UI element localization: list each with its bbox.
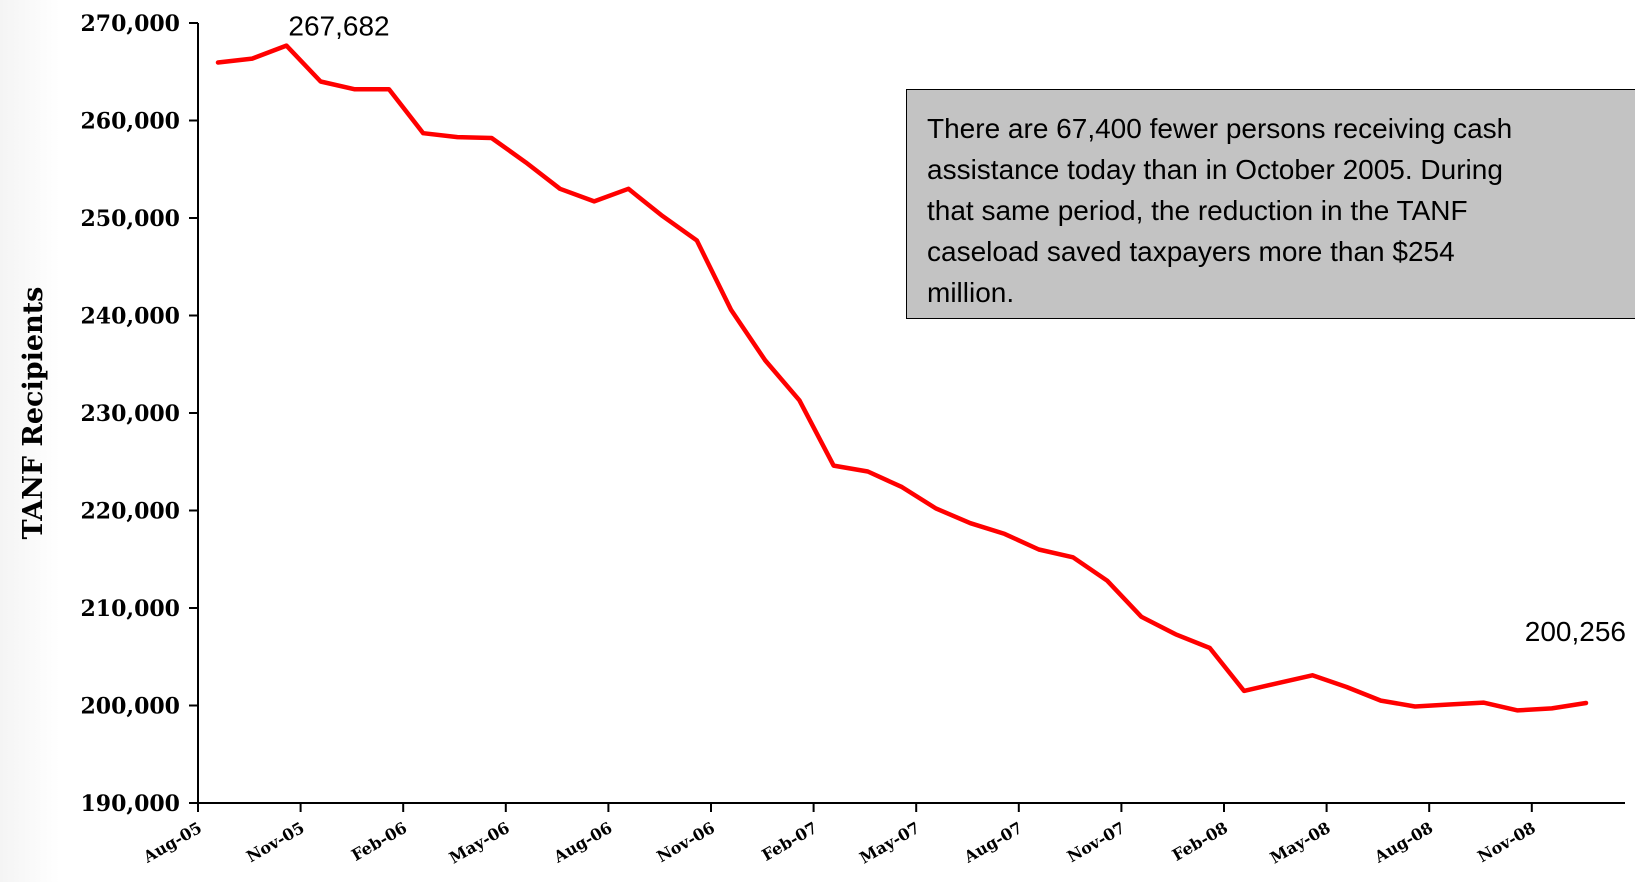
x-tick-label: Feb-07 <box>758 818 820 865</box>
x-tick-label: Aug-05 <box>139 818 205 867</box>
y-tick-label: 260,000 <box>80 109 180 135</box>
x-tick-label: Aug-08 <box>1370 818 1436 867</box>
x-tick-label: Aug-07 <box>960 818 1026 867</box>
x-tick-label: Nov-07 <box>1064 818 1128 866</box>
data-label: 267,682 <box>288 11 389 42</box>
y-tick-label: 190,000 <box>80 791 180 817</box>
x-tick-label: May-06 <box>446 818 513 868</box>
x-tick-label: Aug-06 <box>549 818 615 867</box>
y-tick-label: 210,000 <box>80 596 180 622</box>
data-label: 200,256 <box>1525 616 1626 647</box>
y-axis-title: TANF Recipients <box>18 287 49 540</box>
annotation-box: There are 67,400 fewer persons receiving… <box>906 89 1635 319</box>
x-tick-label: May-07 <box>856 818 923 868</box>
y-tick-label: 240,000 <box>80 304 180 330</box>
x-tick-label: May-08 <box>1267 818 1334 868</box>
y-tick-label: 230,000 <box>80 401 180 427</box>
x-tick-label: Feb-06 <box>348 818 410 865</box>
annotation-line-4: caseload saved taxpayers more than $254 <box>927 236 1455 267</box>
annotation-line-5: million. <box>927 277 1015 308</box>
annotation-line-2: assistance today than in October 2005. D… <box>927 154 1503 185</box>
y-tick-label: 250,000 <box>80 206 180 232</box>
series-line <box>215 43 1589 713</box>
y-tick-label: 220,000 <box>80 499 180 525</box>
x-tick-label: Nov-05 <box>243 818 307 866</box>
y-tick-label: 270,000 <box>80 11 180 37</box>
x-tick-label: Nov-06 <box>654 818 718 866</box>
annotation-line-1: There are 67,400 fewer persons receiving… <box>927 113 1513 144</box>
x-tick-label: Nov-08 <box>1474 818 1538 866</box>
y-tick-label: 200,000 <box>80 694 180 720</box>
x-tick-label: Feb-08 <box>1169 818 1231 865</box>
annotation-line-3: that same period, the reduction in the T… <box>927 195 1468 226</box>
